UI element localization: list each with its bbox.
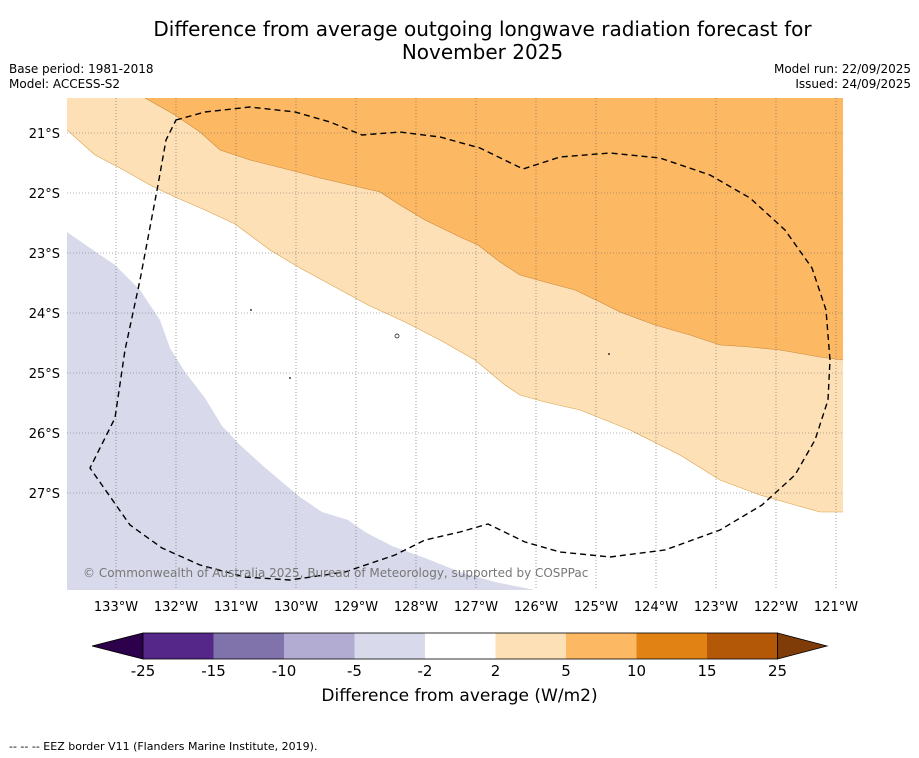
title-line-2: November 2025 <box>401 40 564 64</box>
island-marker <box>608 353 610 355</box>
colorbar-swatch <box>284 633 355 659</box>
issued-date: Issued: 24/09/2025 <box>795 77 911 91</box>
lat-label: 24°S <box>29 307 60 322</box>
lon-label: 124°W <box>634 600 678 615</box>
colorbar-tick: -5 <box>347 662 362 680</box>
lat-label: 25°S <box>29 367 60 382</box>
colorbar-tick: 15 <box>697 662 716 680</box>
colorbar-swatch <box>495 633 566 659</box>
lon-label: 129°W <box>334 600 378 615</box>
lat-label: 23°S <box>29 247 60 262</box>
colorbar-tick: -15 <box>201 662 226 680</box>
island-marker <box>289 377 291 379</box>
colorbar-swatch <box>425 633 496 659</box>
anomaly-region-5-10 <box>145 98 843 360</box>
colorbar-tick: -2 <box>418 662 433 680</box>
lon-label: 127°W <box>454 600 498 615</box>
model-run: Model run: 22/09/2025 <box>773 62 911 76</box>
colorbar-swatch <box>213 633 284 659</box>
lon-label: 121°W <box>814 600 858 615</box>
lat-label: 21°S <box>29 127 60 142</box>
lon-label: 123°W <box>694 600 738 615</box>
meta-right: Model run: 22/09/2025 Issued: 24/09/2025 <box>774 62 911 92</box>
lon-label: 130°W <box>274 600 318 615</box>
colorbar-swatch <box>143 633 214 659</box>
island-marker <box>250 309 252 311</box>
latitude-labels: 21°S 22°S 23°S 24°S 25°S 26°S 27°S <box>29 127 60 502</box>
anomaly-region-neg5-neg2 <box>67 232 535 590</box>
base-period: Base period: 1981-2018 <box>9 62 154 76</box>
meta-left: Base period: 1981-2018 Model: ACCESS-S2 <box>9 62 154 92</box>
map-area: © Commonwealth of Australia 2025, Bureau… <box>67 98 843 590</box>
colorbar-swatch <box>354 633 425 659</box>
lon-label: 132°W <box>154 600 198 615</box>
eez-footnote: -- -- -- EEZ border V11 (Flanders Marine… <box>9 740 318 753</box>
lon-label: 131°W <box>214 600 258 615</box>
colorbar-tick: 10 <box>627 662 646 680</box>
lon-label: 126°W <box>514 600 558 615</box>
model-name: Model: ACCESS-S2 <box>9 77 121 91</box>
chart-title: Difference from average outgoing longwav… <box>0 18 919 64</box>
lon-label: 128°W <box>394 600 438 615</box>
eez-border <box>89 106 831 581</box>
lon-label: 133°W <box>94 600 138 615</box>
lon-label: 125°W <box>574 600 618 615</box>
lat-label: 27°S <box>29 487 60 502</box>
colorbar-swatch <box>636 633 707 659</box>
colorbar-tick: 5 <box>561 662 571 680</box>
colorbar-ticks: -25 -15 -10 -5 -2 2 5 10 15 25 <box>131 662 787 680</box>
colorbar-arrow-high <box>777 632 829 660</box>
map-gridlines <box>67 98 843 590</box>
title-line-1: Difference from average outgoing longwav… <box>153 17 812 41</box>
colorbar-swatch <box>566 633 637 659</box>
lat-label: 22°S <box>29 187 60 202</box>
colorbar-swatch <box>707 633 778 659</box>
colorbar-arrow-low <box>91 632 144 660</box>
longitude-labels: 133°W 132°W 131°W 130°W 129°W 128°W 127°… <box>94 600 858 615</box>
colorbar-tick: -25 <box>131 662 156 680</box>
copyright-text: © Commonwealth of Australia 2025, Bureau… <box>83 566 588 580</box>
colorbar-label: Difference from average (W/m2) <box>321 686 598 706</box>
lat-label: 26°S <box>29 427 60 442</box>
lon-label: 122°W <box>754 600 798 615</box>
colorbar <box>91 632 829 660</box>
colorbar-tick: 2 <box>491 662 501 680</box>
colorbar-tick: 25 <box>768 662 787 680</box>
island-marker <box>394 333 400 339</box>
colorbar-tick: -10 <box>272 662 297 680</box>
